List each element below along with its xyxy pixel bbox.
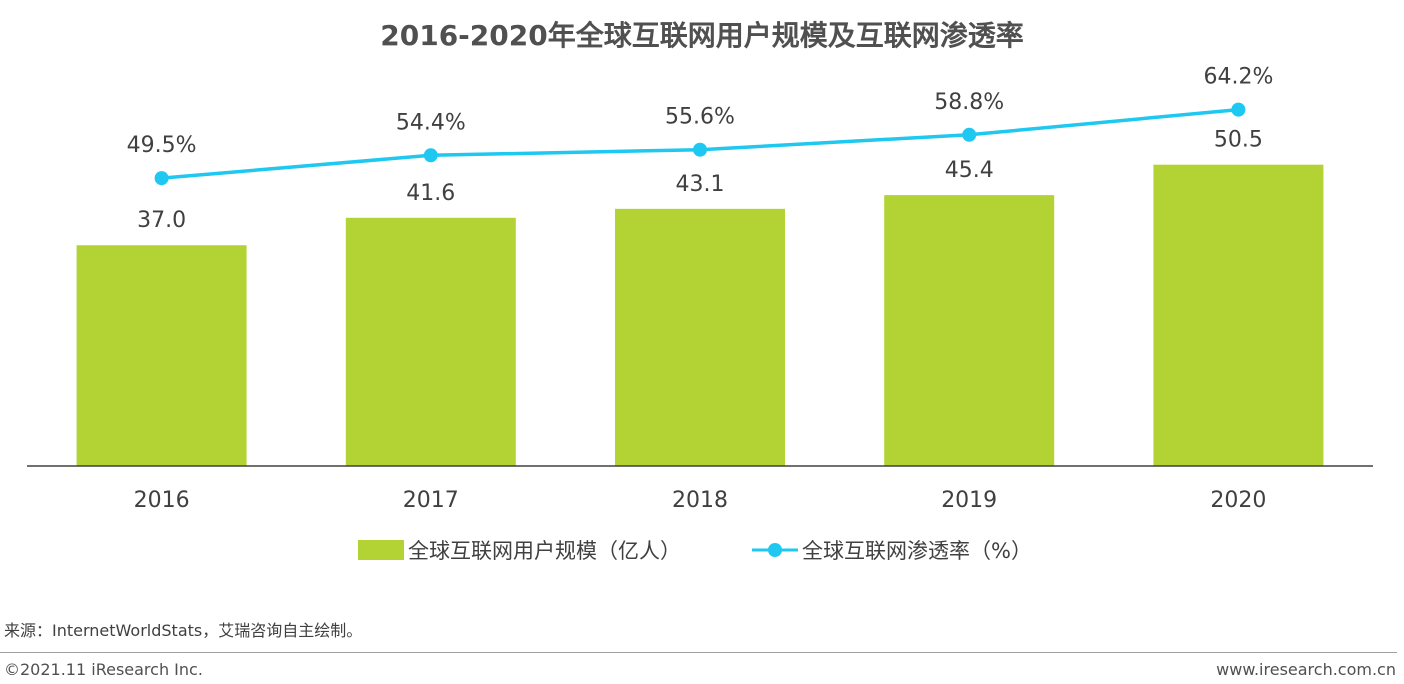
bar-label-2018: 43.1	[676, 172, 725, 197]
source-note: 来源：InternetWorldStats，艾瑞咨询自主绘制。	[4, 621, 363, 640]
line-label-2016: 49.5%	[127, 133, 197, 158]
legend-swatch-bar	[358, 540, 404, 560]
bar-label-2019: 45.4	[945, 158, 994, 183]
chart-legend: 全球互联网用户规模（亿人） 全球互联网渗透率（%）	[0, 534, 1404, 566]
bar-2016	[76, 245, 247, 466]
copyright-text: ©2021.11 iResearch Inc.	[4, 660, 203, 679]
line-label-2019: 58.8%	[934, 90, 1004, 115]
footer-divider	[0, 652, 1397, 653]
line-point-2016	[154, 171, 169, 186]
legend-label-bar: 全球互联网用户规模（亿人）	[408, 539, 681, 563]
x-tick-label-2016: 2016	[134, 488, 190, 513]
x-tick-label-2018: 2018	[672, 488, 728, 513]
website-link[interactable]: www.iresearch.com.cn	[1216, 660, 1396, 679]
line-label-2020: 64.2%	[1203, 65, 1273, 90]
x-tick-label-2019: 2019	[941, 488, 997, 513]
combo-chart: 37.0 2016 41.6 2017 43.1 2018 45.4 2019 50.5 2020…	[27, 65, 1373, 513]
bar-2020	[1153, 164, 1324, 466]
chart-title: 2016-2020年全球互联网用户规模及互联网渗透率	[380, 19, 1024, 52]
x-tick-label-2020: 2020	[1210, 488, 1266, 513]
line-point-2019	[962, 127, 977, 142]
line-label-2018: 55.6%	[665, 105, 735, 130]
x-tick-label-2017: 2017	[403, 488, 459, 513]
legend-label-line: 全球互联网渗透率（%）	[802, 539, 1032, 563]
line-point-2017	[423, 148, 438, 163]
bar-2017	[345, 217, 516, 466]
legend-item-bar: 全球互联网用户规模（亿人）	[358, 534, 681, 566]
line-point-2020	[1231, 102, 1246, 117]
bar-2019	[884, 195, 1055, 466]
bar-label-2016: 37.0	[137, 208, 186, 233]
bar-label-2017: 41.6	[406, 181, 455, 206]
bar-2018	[615, 208, 785, 466]
line-point-2018	[693, 142, 707, 157]
legend-swatch-line	[752, 540, 798, 560]
bar-label-2020: 50.5	[1214, 128, 1263, 153]
legend-item-line: 全球互联网渗透率（%）	[752, 534, 1032, 566]
line-label-2017: 54.4%	[396, 110, 466, 135]
